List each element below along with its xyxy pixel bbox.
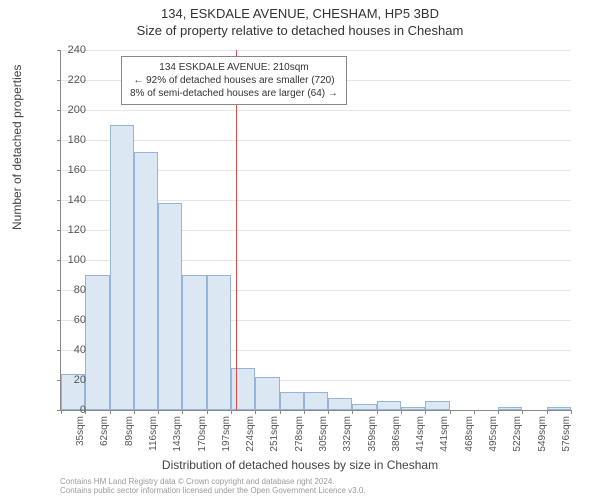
x-tick-label: 62sqm	[99, 416, 110, 446]
x-tick	[450, 410, 451, 414]
histogram-bar	[255, 377, 279, 410]
y-tick-label: 40	[56, 344, 86, 356]
y-tick-label: 180	[56, 134, 86, 146]
x-tick-label: 305sqm	[318, 416, 329, 452]
y-tick-label: 140	[56, 194, 86, 206]
histogram-bar	[207, 275, 231, 410]
footer-line1: Contains HM Land Registry data © Crown c…	[60, 477, 580, 487]
x-tick-label: 35sqm	[75, 416, 86, 446]
histogram-bar	[328, 398, 352, 410]
gridline	[61, 140, 571, 141]
x-tick-label: 414sqm	[415, 416, 426, 452]
gridline	[61, 50, 571, 51]
x-tick-label: 197sqm	[221, 416, 232, 452]
x-tick-label: 576sqm	[561, 416, 572, 452]
y-tick-label: 160	[56, 164, 86, 176]
x-tick	[498, 410, 499, 414]
histogram-bar	[401, 407, 425, 410]
annotation-line3: 8% of semi-detached houses are larger (6…	[130, 87, 338, 100]
histogram-bar	[134, 152, 158, 410]
gridline	[61, 110, 571, 111]
y-tick-label: 20	[56, 374, 86, 386]
x-tick	[352, 410, 353, 414]
histogram-bar	[110, 125, 134, 410]
x-tick	[522, 410, 523, 414]
y-tick-label: 80	[56, 284, 86, 296]
histogram-bar	[85, 275, 109, 410]
x-tick	[571, 410, 572, 414]
x-tick-label: 89sqm	[124, 416, 135, 446]
histogram-bar	[304, 392, 328, 410]
x-tick-label: 549sqm	[537, 416, 548, 452]
x-tick-label: 278sqm	[294, 416, 305, 452]
x-tick-label: 116sqm	[148, 416, 159, 451]
x-tick	[425, 410, 426, 414]
x-tick-label: 386sqm	[391, 416, 402, 452]
x-tick	[377, 410, 378, 414]
x-tick	[280, 410, 281, 414]
histogram-bar	[498, 407, 522, 410]
y-tick-label: 200	[56, 104, 86, 116]
y-tick-label: 0	[56, 404, 86, 416]
page-subtitle: Size of property relative to detached ho…	[0, 21, 600, 38]
histogram-bar	[182, 275, 206, 410]
x-tick-label: 224sqm	[245, 416, 256, 452]
y-tick-label: 120	[56, 224, 86, 236]
annotation-line1: 134 ESKDALE AVENUE: 210sqm	[130, 61, 338, 74]
x-tick-label: 495sqm	[488, 416, 499, 452]
x-tick	[474, 410, 475, 414]
page-title: 134, ESKDALE AVENUE, CHESHAM, HP5 3BD	[0, 0, 600, 21]
y-tick-label: 60	[56, 314, 86, 326]
x-tick	[134, 410, 135, 414]
x-tick-label: 441sqm	[439, 416, 450, 452]
x-tick	[158, 410, 159, 414]
histogram-chart: 134 ESKDALE AVENUE: 210sqm← 92% of detac…	[60, 50, 571, 411]
x-tick-label: 251sqm	[269, 416, 280, 452]
y-tick-label: 220	[56, 74, 86, 86]
histogram-bar	[231, 368, 255, 410]
x-tick-label: 359sqm	[367, 416, 378, 452]
x-axis-label: Distribution of detached houses by size …	[0, 458, 600, 472]
x-tick	[401, 410, 402, 414]
x-tick	[255, 410, 256, 414]
histogram-bar	[547, 407, 571, 410]
x-tick	[231, 410, 232, 414]
x-tick	[328, 410, 329, 414]
histogram-bar	[352, 404, 376, 410]
x-tick	[110, 410, 111, 414]
x-tick	[207, 410, 208, 414]
x-tick	[304, 410, 305, 414]
y-tick-label: 240	[56, 44, 86, 56]
x-tick-label: 522sqm	[512, 416, 523, 452]
y-axis-label: Number of detached properties	[10, 65, 24, 230]
histogram-bar	[158, 203, 182, 410]
x-tick-label: 332sqm	[342, 416, 353, 452]
y-tick-label: 100	[56, 254, 86, 266]
x-tick-label: 468sqm	[464, 416, 475, 452]
x-tick-label: 170sqm	[197, 416, 208, 452]
histogram-bar	[377, 401, 401, 410]
footer-line2: Contains public sector information licen…	[60, 486, 580, 496]
footer-attribution: Contains HM Land Registry data © Crown c…	[60, 477, 580, 496]
x-tick-label: 143sqm	[172, 416, 183, 452]
annotation-box: 134 ESKDALE AVENUE: 210sqm← 92% of detac…	[121, 56, 347, 105]
histogram-bar	[425, 401, 449, 410]
annotation-line2: ← 92% of detached houses are smaller (72…	[130, 74, 338, 87]
histogram-bar	[280, 392, 304, 410]
x-tick	[182, 410, 183, 414]
x-tick	[547, 410, 548, 414]
